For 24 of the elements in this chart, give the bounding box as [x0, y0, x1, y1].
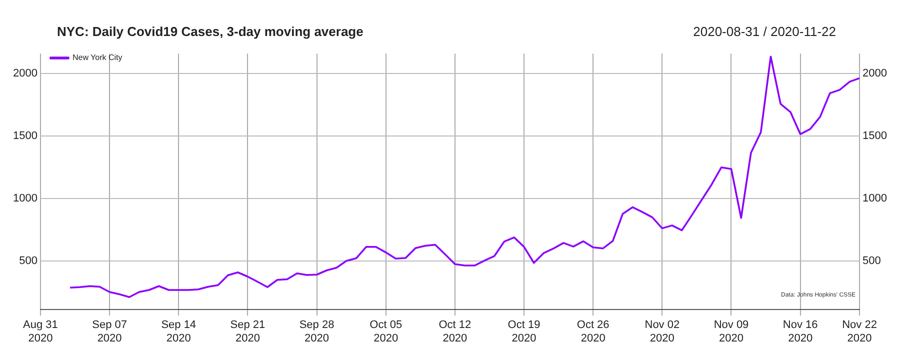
- y2-tick-label: 500: [862, 254, 881, 267]
- x-tick-label: Nov 09 2020: [714, 319, 749, 344]
- chart-subtitle: 2020-08-31 / 2020-11-22: [693, 24, 836, 41]
- x-tick-label: Nov 02 2020: [644, 319, 680, 344]
- y-tick-label: 500: [19, 254, 38, 267]
- x-tick-label: Aug 31 2020: [23, 319, 58, 344]
- x-tick-label: Nov 16 2020: [782, 319, 818, 344]
- y-tick-label: 1500: [12, 130, 38, 142]
- y2-tick-label: 1500: [862, 130, 888, 142]
- x-tick-label: Sep 28 2020: [299, 319, 334, 344]
- x-tick-label: Oct 12 2020: [438, 319, 472, 344]
- legend-label: New York City: [72, 53, 122, 62]
- y-tick-label: 2000: [12, 68, 38, 80]
- y2-tick-label: 1000: [862, 192, 888, 204]
- y-tick-label: 1000: [12, 192, 38, 204]
- y2-tick-label: 2000: [862, 68, 888, 80]
- x-tick-label: Oct 26 2020: [576, 319, 610, 344]
- x-tick-label: Nov 22 2020: [842, 319, 877, 344]
- x-tick-label: Oct 05 2020: [370, 319, 402, 344]
- chart-title: NYC: Daily Covid19 Cases, 3-day moving average: [57, 24, 364, 41]
- x-tick-label: Sep 21 2020: [230, 319, 266, 344]
- x-tick-label: Oct 19 2020: [508, 319, 540, 344]
- x-tick-label: Sep 07 2020: [92, 319, 127, 344]
- x-tick-label: Sep 14 2020: [161, 319, 196, 344]
